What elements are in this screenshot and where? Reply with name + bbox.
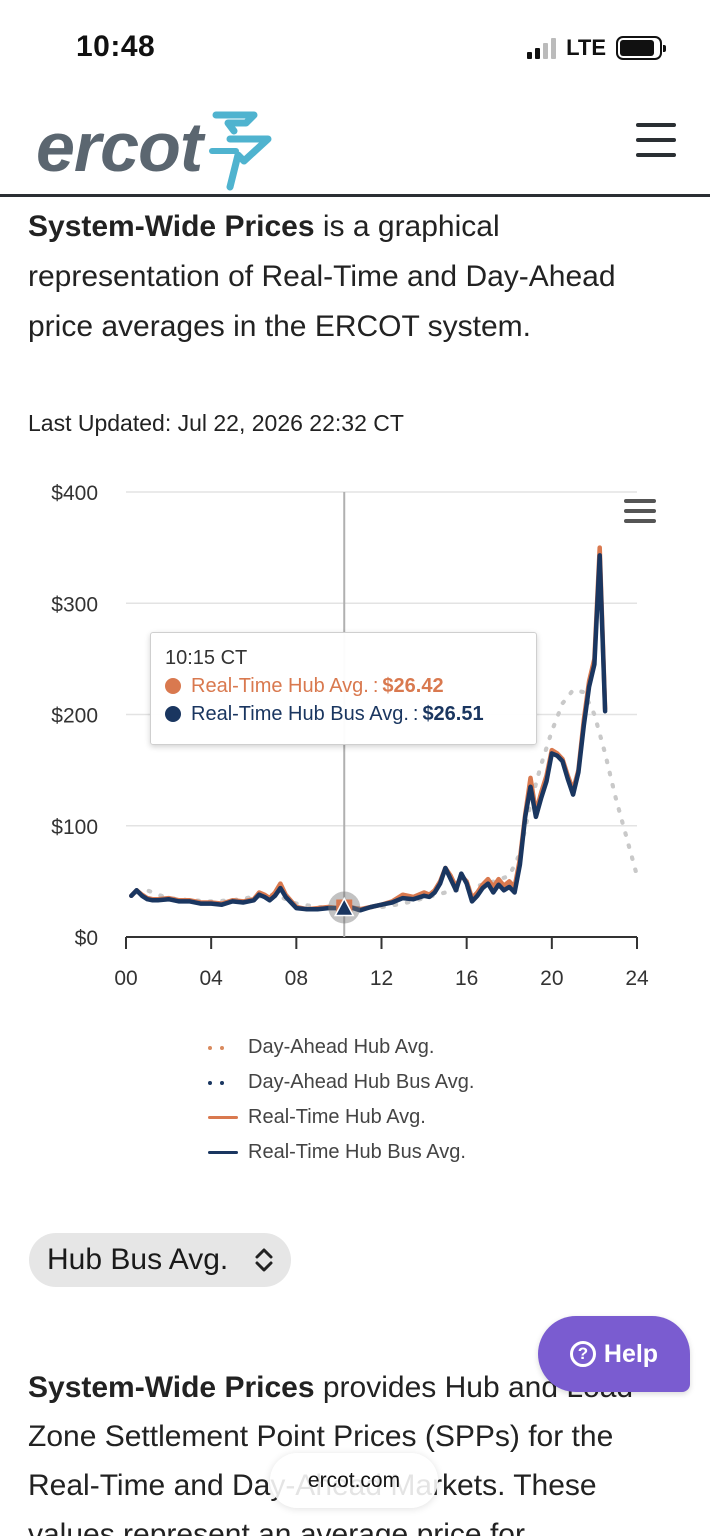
url-domain: ercot.com [307, 1468, 401, 1492]
network-type: LTE [566, 35, 606, 60]
series-line-2 [134, 688, 639, 911]
tooltip-row: Real-Time Hub Avg. : $26.42 [165, 672, 522, 700]
intro-bold: System-Wide Prices [28, 210, 315, 243]
hover-marker-navy [333, 896, 355, 917]
y-tick-label: $300 [51, 593, 98, 616]
cellular-signal-icon [527, 37, 557, 59]
tooltip-label: Real-Time Hub Bus Avg. [191, 702, 409, 725]
system-wide-prices-chart[interactable]: $0 $100 $200 $300 $400 00 04 08 12 16 20 24 10:15 C… [0, 470, 710, 1190]
legend-item-day-ahead-hub[interactable]: Day-Ahead Hub Avg. [208, 1030, 474, 1065]
chevron-up-down-icon [255, 1248, 273, 1272]
site-header: ercot [0, 95, 710, 197]
chart-legend: Day-Ahead Hub Avg. Day-Ahead Hub Bus Avg… [208, 1030, 474, 1170]
body-line-2: Zone Settlement Point Prices (SPPs) for … [28, 1420, 614, 1453]
tooltip-label: Real-Time Hub Avg. [191, 674, 369, 697]
tooltip-dot-navy [165, 706, 181, 722]
body-line-4: values represent an average price for [28, 1518, 525, 1536]
x-tick-label: 16 [455, 967, 478, 990]
hub-avg-select[interactable]: Hub Bus Avg. [29, 1233, 291, 1287]
tooltip-time: 10:15 CT [165, 647, 248, 669]
body-bold: System-Wide Prices [28, 1371, 315, 1404]
logo-wordmark: ercot [36, 108, 203, 186]
solid-line-icon [208, 1115, 238, 1121]
tooltip-row: Real-Time Hub Bus Avg. : $26.51 [165, 700, 522, 728]
browser-url-bar[interactable]: ercot.com [270, 1453, 438, 1508]
intro-rest: is a graphical representation of Real-Ti… [28, 210, 616, 343]
legend-label: Day-Ahead Hub Avg. [248, 1036, 435, 1058]
legend-item-real-time-hub-bus[interactable]: Real-Time Hub Bus Avg. [208, 1135, 474, 1170]
legend-item-day-ahead-hub-bus[interactable]: Day-Ahead Hub Bus Avg. [208, 1065, 474, 1100]
hamburger-menu-icon[interactable] [636, 123, 676, 157]
solid-line-icon [208, 1150, 238, 1156]
help-label: Help [603, 1339, 659, 1368]
status-indicators: LTE [527, 34, 666, 62]
y-tick-label: $0 [75, 927, 98, 950]
y-tick-label: $200 [51, 705, 98, 728]
x-tick-label: 12 [370, 967, 393, 990]
question-circle-icon: ? [569, 1341, 596, 1367]
status-time: 10:48 [76, 30, 156, 63]
legend-item-real-time-hub[interactable]: Real-Time Hub Avg. [208, 1100, 474, 1135]
x-tick-label: 00 [114, 967, 137, 990]
x-tick-label: 04 [199, 967, 223, 990]
series-line-4 [129, 553, 608, 913]
intro-paragraph: System-Wide Prices is a graphical repres… [28, 202, 688, 352]
last-updated: Last Updated: Jul 22, 2026 22:32 CT [28, 410, 404, 436]
tooltip-value: $26.42 [382, 674, 444, 697]
chart-plot[interactable]: $0 $100 $200 $300 $400 00 04 08 12 16 20 24 [0, 470, 710, 1030]
ercot-logo[interactable]: ercot [36, 107, 274, 191]
select-value: Hub Bus Avg. [47, 1243, 229, 1276]
dotted-line-icon [208, 1080, 238, 1086]
chart-export-menu-icon[interactable] [624, 499, 656, 523]
y-tick-label: $400 [51, 482, 98, 505]
x-tick-label: 24 [625, 967, 649, 990]
status-bar: 10:48 LTE [0, 0, 710, 95]
legend-label: Real-Time Hub Avg. [248, 1106, 426, 1128]
dotted-line-icon [208, 1045, 238, 1051]
tooltip-value: $26.51 [422, 702, 484, 725]
x-tick-label: 08 [285, 967, 308, 990]
help-button[interactable]: ? Help [538, 1316, 690, 1392]
body-line: System-Wide Prices provides Hub and Load [28, 1363, 698, 1412]
y-tick-label: $100 [51, 816, 98, 839]
lightning-bolt-icon [209, 111, 272, 191]
x-tick-label: 20 [540, 967, 563, 990]
chart-tooltip: 10:15 CT Real-Time Hub Avg. : $26.42 Rea… [150, 632, 537, 745]
legend-label: Real-Time Hub Bus Avg. [248, 1141, 466, 1163]
battery-icon [616, 36, 666, 60]
legend-label: Day-Ahead Hub Bus Avg. [248, 1071, 475, 1093]
tooltip-dot-orange [165, 678, 181, 694]
